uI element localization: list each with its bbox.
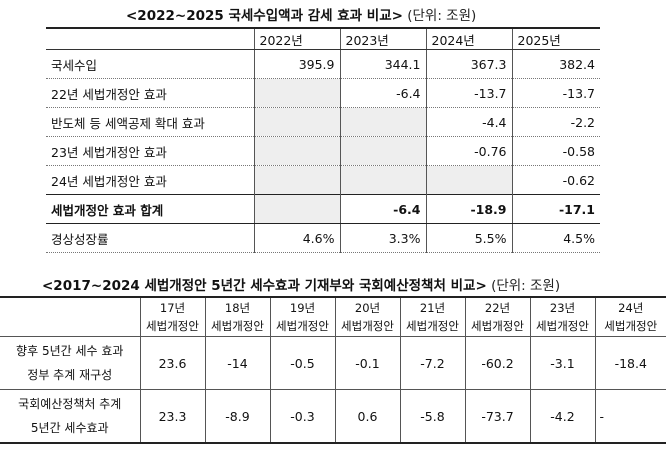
- cell-value: 344.1: [339, 49, 426, 79]
- row-label: 반도체 등 세액공제 확대 효과: [46, 107, 254, 137]
- row-label: 세법개정안 효과 합계: [46, 194, 254, 224]
- cell-value: -0.62: [511, 165, 600, 195]
- cell-empty: [253, 107, 340, 137]
- cell-value: 3.3%: [339, 223, 426, 253]
- cell-value: 5.5%: [425, 223, 512, 253]
- table1-year-header: 2024년: [425, 27, 512, 50]
- row-label: 향후 5년간 세수 효과 정부 추계 재구성: [0, 336, 141, 390]
- cell-value: 23.3: [139, 389, 206, 444]
- table-row: 향후 5년간 세수 효과 정부 추계 재구성 23.6 -14 -0.5 -0.1…: [0, 336, 666, 390]
- row-label: 23년 세법개정안 효과: [46, 136, 254, 166]
- row-label: 22년 세법개정안 효과: [46, 78, 254, 108]
- table-row: 22년 세법개정안 효과 -6.4 -13.7 -13.7: [46, 78, 600, 108]
- table1-unit: (단위: 조원): [407, 8, 477, 24]
- cell-empty: [253, 165, 340, 195]
- table2-title-line: <2017~2024 세법개정안 5년간 세수효과 기재부와 국회예산정책처 비…: [42, 274, 560, 294]
- cell-value: -5.8: [399, 389, 466, 444]
- column-header: 21년 세법개정안: [399, 296, 466, 337]
- table1-title: <2022~2025 국세수입액과 감세 효과 비교>: [126, 8, 403, 24]
- table1-year-header: 2022년: [253, 27, 340, 50]
- row-label: 24년 세법개정안 효과: [46, 165, 254, 195]
- cell-value: -0.58: [511, 136, 600, 166]
- cell-value: -18.4: [594, 336, 666, 390]
- table1-corner: [46, 27, 254, 50]
- cell-value: -8.9: [204, 389, 271, 444]
- cell-value: 4.6%: [253, 223, 340, 253]
- cell-value: -0.76: [425, 136, 512, 166]
- cell-empty: [425, 165, 512, 195]
- cell-value: 0.6: [334, 389, 401, 444]
- cell-value: -18.9: [425, 194, 512, 224]
- column-header: 22년 세법개정안: [464, 296, 531, 337]
- table1-year-header: 2023년: [339, 27, 426, 50]
- cell-value: 4.5%: [511, 223, 600, 253]
- cell-empty: [339, 107, 426, 137]
- table-row: 반도체 등 세액공제 확대 효과 -4.4 -2.2: [46, 107, 600, 137]
- cell-value: -4.4: [425, 107, 512, 137]
- table2-header-row: 17년 세법개정안 18년 세법개정안 19년 세법개정안 20년 세법개정안 21년 세…: [0, 296, 666, 337]
- row-label: 경상성장률: [46, 223, 254, 253]
- cell-value: -73.7: [464, 389, 531, 444]
- cell-value: -13.7: [511, 78, 600, 108]
- table-row: 경상성장률 4.6% 3.3% 5.5% 4.5%: [46, 223, 600, 253]
- cell-empty: [253, 136, 340, 166]
- cell-value: 382.4: [511, 49, 600, 79]
- table-row: 국회예산정책처 추계 5년간 세수효과 23.3 -8.9 -0.3 0.6 -5…: [0, 389, 666, 444]
- cell-value: -3.1: [529, 336, 596, 390]
- five-year-effect-table: 17년 세법개정안 18년 세법개정안 19년 세법개정안 20년 세법개정안 21년 세…: [0, 296, 666, 444]
- table-row: 23년 세법개정안 효과 -0.76 -0.58: [46, 136, 600, 166]
- cell-value: 367.3: [425, 49, 512, 79]
- cell-value: -60.2: [464, 336, 531, 390]
- cell-value: -17.1: [511, 194, 600, 224]
- cell-value: -14: [204, 336, 271, 390]
- cell-empty: [253, 194, 340, 224]
- table2-title: <2017~2024 세법개정안 5년간 세수효과 기재부와 국회예산정책처 비…: [42, 278, 487, 294]
- column-header: 17년 세법개정안: [139, 296, 206, 337]
- table1-title-line: <2022~2025 국세수입액과 감세 효과 비교> (단위: 조원): [126, 4, 476, 24]
- tax-revenue-table: 2022년 2023년 2024년 2025년 국세수입 395.9 344.1…: [46, 27, 600, 253]
- cell-empty: [253, 78, 340, 108]
- column-header: 23년 세법개정안: [529, 296, 596, 337]
- cell-value: -4.2: [529, 389, 596, 444]
- cell-value: -0.1: [334, 336, 401, 390]
- column-header: 20년 세법개정안: [334, 296, 401, 337]
- row-label: 국세수입: [46, 49, 254, 79]
- cell-value: -6.4: [339, 78, 426, 108]
- cell-value: -13.7: [425, 78, 512, 108]
- column-header: 18년 세법개정안: [204, 296, 271, 337]
- cell-value: -2.2: [511, 107, 600, 137]
- column-header: 19년 세법개정안: [269, 296, 336, 337]
- cell-empty: [339, 136, 426, 166]
- cell-empty: [339, 165, 426, 195]
- cell-value: -7.2: [399, 336, 466, 390]
- table-row-total: 세법개정안 효과 합계 -6.4 -18.9 -17.1: [46, 194, 600, 224]
- table-row: 24년 세법개정안 효과 -0.62: [46, 165, 600, 195]
- table1-header-row: 2022년 2023년 2024년 2025년: [46, 27, 600, 50]
- cell-value: -0.3: [269, 389, 336, 444]
- cell-value: -: [594, 389, 666, 444]
- cell-value: -6.4: [339, 194, 426, 224]
- cell-value: 23.6: [139, 336, 206, 390]
- row-label: 국회예산정책처 추계 5년간 세수효과: [0, 389, 141, 444]
- cell-value: -0.5: [269, 336, 336, 390]
- table2-unit: (단위: 조원): [491, 278, 561, 294]
- cell-value: 395.9: [253, 49, 340, 79]
- column-header: 24년 세법개정안: [594, 296, 666, 337]
- table1-year-header: 2025년: [511, 27, 600, 50]
- table2-corner: [0, 296, 141, 337]
- table-row: 국세수입 395.9 344.1 367.3 382.4: [46, 49, 600, 79]
